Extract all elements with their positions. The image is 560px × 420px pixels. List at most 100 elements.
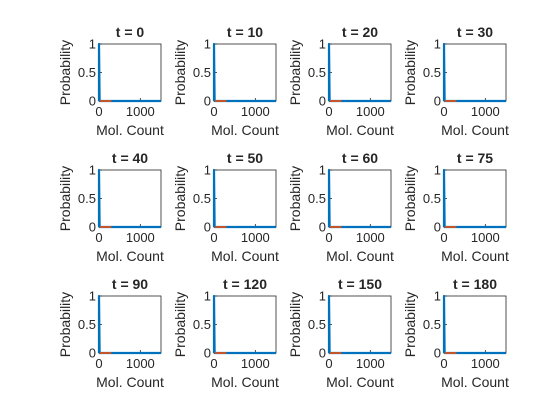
axes-box [443,43,507,102]
y-tick-label: 1 [319,163,326,178]
axes-box [98,295,162,354]
x-tick-label: 0 [440,230,447,245]
subplot-12: 0 0.5 1 0 1000 t = 180 Mol. Count Probability [402,276,509,390]
y-tick-label: 0 [434,346,441,361]
x-axis-label: Mol. Count [96,374,164,390]
y-tick-label: 0.5 [193,317,211,332]
x-tick-label: 1000 [126,356,155,371]
y-tick-label: 0.5 [423,65,441,80]
series-line-blue [327,42,391,103]
x-tick-label: 0 [325,104,332,119]
x-tick-label: 0 [95,104,102,119]
y-tick-label: 0 [434,94,441,109]
axes-box [443,169,507,228]
y-tick-label: 1 [204,37,211,52]
y-tick-label: 1 [434,163,441,178]
y-tick-label: 1 [319,37,326,52]
x-tick-label: 1000 [241,230,270,245]
series-line-blue [212,42,276,103]
y-axis-label: Probability [57,40,73,105]
x-axis-label: Mol. Count [211,122,279,138]
axes-box [213,295,277,354]
x-tick-label: 1000 [471,230,500,245]
x-tick-label: 1000 [356,230,385,245]
series-line-blue [442,42,506,103]
subplot-title: t = 75 [457,150,493,166]
subplot-4: 0 0.5 1 0 1000 t = 30 Mol. Count Probability [402,24,509,138]
subplot-title: t = 50 [227,150,263,166]
series-line-blue [97,42,161,103]
subplot-5: 0 0.5 1 0 1000 t = 40 Mol. Count Probability [57,150,164,264]
x-tick-label: 0 [325,230,332,245]
subplot-title: t = 10 [227,24,263,40]
axes-box [98,43,162,102]
y-axis-label: Probability [172,166,188,231]
x-axis-label: Mol. Count [326,374,394,390]
y-tick-label: 0 [89,94,96,109]
x-axis-label: Mol. Count [441,122,509,138]
x-axis-label: Mol. Count [211,374,279,390]
subplot-title: t = 150 [338,276,382,292]
y-tick-label: 0.5 [423,191,441,206]
subplot-title: t = 180 [453,276,497,292]
subplot-11: 0 0.5 1 0 1000 t = 150 Mol. Count Probability [287,276,394,390]
x-tick-label: 0 [95,230,102,245]
x-tick-label: 1000 [126,230,155,245]
y-tick-label: 0.5 [193,191,211,206]
x-axis-label: Mol. Count [326,122,394,138]
x-tick-label: 1000 [126,104,155,119]
y-tick-label: 0 [204,94,211,109]
y-tick-label: 0 [434,220,441,235]
y-axis-label: Probability [57,292,73,357]
y-tick-label: 0.5 [308,65,326,80]
subplot-8: 0 0.5 1 0 1000 t = 75 Mol. Count Probability [402,150,509,264]
y-tick-label: 0 [204,220,211,235]
y-tick-label: 0 [319,220,326,235]
x-tick-label: 0 [210,356,217,371]
series-line-blue [442,294,506,355]
y-axis-label: Probability [172,40,188,105]
y-axis-label: Probability [57,166,73,231]
x-tick-label: 0 [210,230,217,245]
subplot-title: t = 30 [457,24,493,40]
y-tick-label: 1 [89,37,96,52]
y-tick-label: 1 [204,163,211,178]
subplot-title: t = 90 [112,276,148,292]
y-axis-label: Probability [287,40,303,105]
x-tick-label: 1000 [471,104,500,119]
y-tick-label: 0 [319,346,326,361]
subplot-title: t = 60 [342,150,378,166]
axes-box [328,169,392,228]
subplot-6: 0 0.5 1 0 1000 t = 50 Mol. Count Probability [172,150,279,264]
x-tick-label: 0 [440,104,447,119]
x-tick-label: 1000 [241,104,270,119]
x-axis-label: Mol. Count [326,248,394,264]
subplot-2: 0 0.5 1 0 1000 t = 10 Mol. Count Probability [172,24,279,138]
y-tick-label: 0.5 [423,317,441,332]
y-tick-label: 0 [89,220,96,235]
subplot-title: t = 20 [342,24,378,40]
y-axis-label: Probability [287,166,303,231]
y-tick-label: 0.5 [78,317,96,332]
y-tick-label: 0.5 [308,317,326,332]
subplot-9: 0 0.5 1 0 1000 t = 90 Mol. Count Probability [57,276,164,390]
axes-box [328,43,392,102]
x-tick-label: 1000 [471,356,500,371]
y-tick-label: 0.5 [78,191,96,206]
x-tick-label: 0 [210,104,217,119]
subplot-title: t = 0 [116,24,145,40]
series-line-blue [212,168,276,229]
x-axis-label: Mol. Count [96,248,164,264]
axes-box [98,169,162,228]
subplot-10: 0 0.5 1 0 1000 t = 120 Mol. Count Probability [172,276,279,390]
axes-box [443,295,507,354]
y-tick-label: 1 [434,289,441,304]
series-line-blue [97,168,161,229]
y-tick-label: 0 [319,94,326,109]
x-tick-label: 1000 [356,104,385,119]
y-tick-label: 1 [204,289,211,304]
y-axis-label: Probability [287,292,303,357]
y-tick-label: 1 [89,289,96,304]
subplot-title: t = 120 [223,276,267,292]
